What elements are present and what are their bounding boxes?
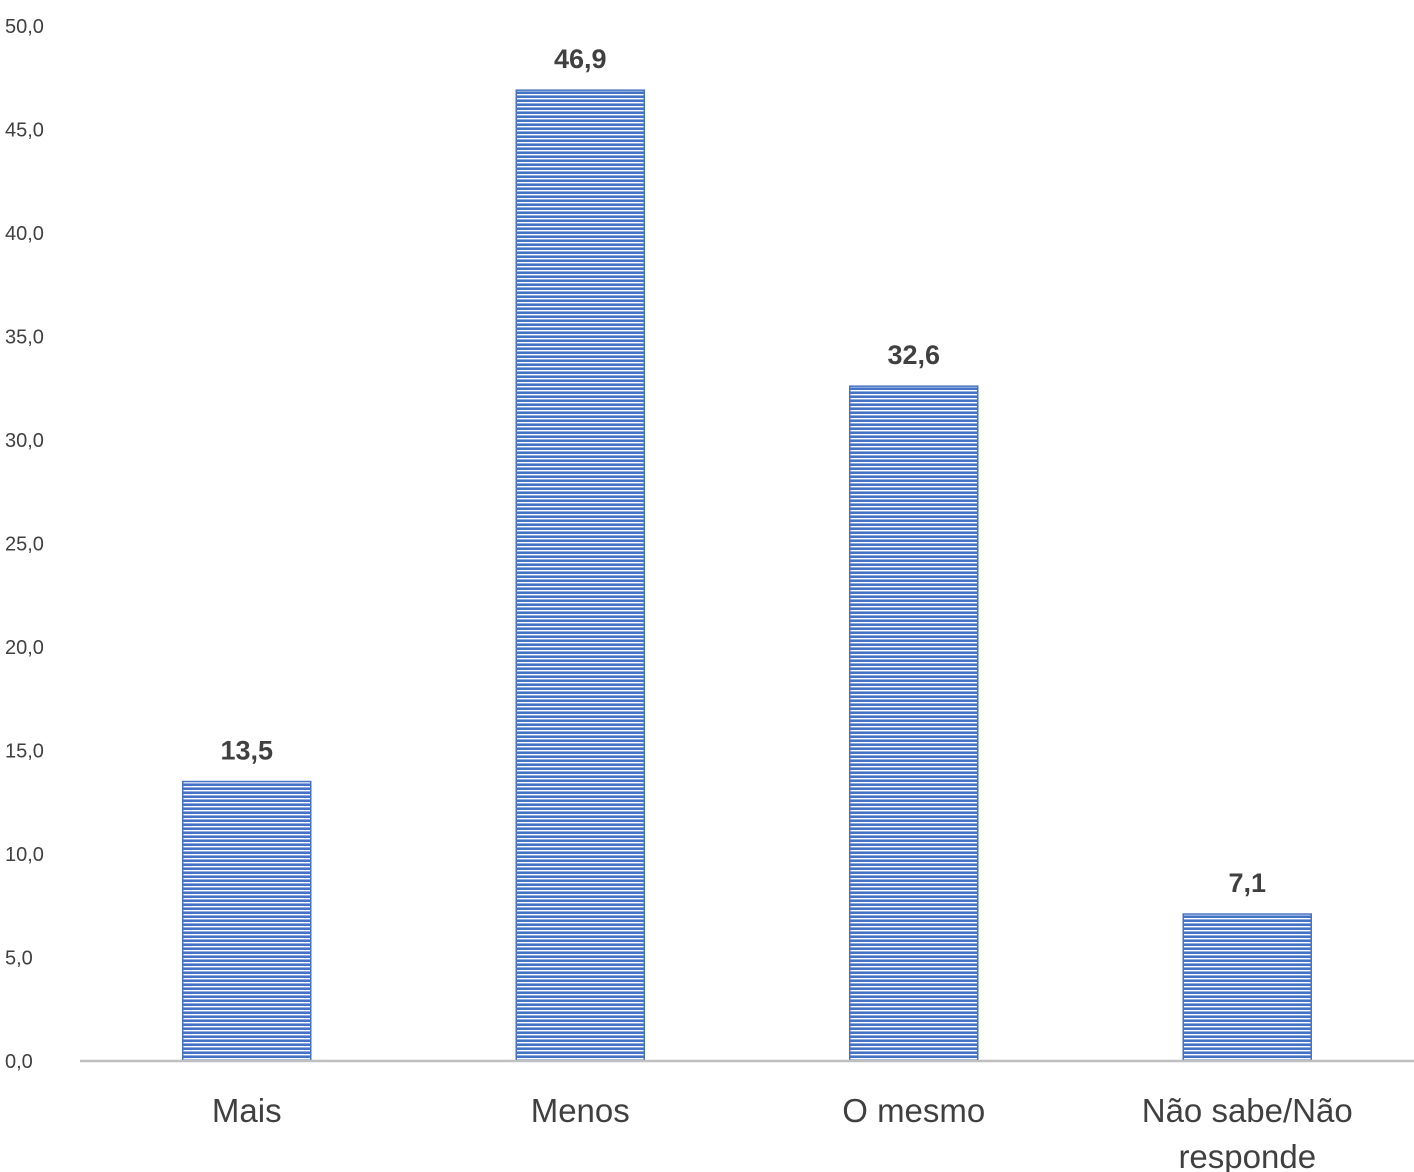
y-tick-label: 30,0	[5, 430, 44, 452]
y-tick-label: 45,0	[5, 120, 44, 142]
y-tick-label: 10,0	[5, 844, 44, 866]
x-category-label: Não sabe/Não	[1142, 1092, 1353, 1129]
y-axis: 0,0 5,0 10,0 15,0 20,0 25,0 30,0 35,0 40,0 45,0 50…	[5, 16, 44, 1073]
bar	[849, 385, 979, 1062]
y-tick-label: 20,0	[5, 637, 44, 659]
bars: 13,5 46,9 32,6 7,1	[182, 44, 1312, 1062]
x-category-label: responde	[1178, 1138, 1316, 1172]
data-label: 7,1	[1228, 868, 1266, 898]
bar	[1182, 913, 1312, 1062]
category-labels: Mais Menos O mesmo Não sabe/Não responde	[212, 1092, 1353, 1172]
x-category-label: Menos	[531, 1092, 630, 1129]
data-label: 32,6	[887, 340, 940, 370]
y-tick-label: 50,0	[5, 16, 44, 38]
y-tick-label: 15,0	[5, 741, 44, 763]
data-label: 13,5	[220, 736, 273, 766]
x-category-label: Mais	[212, 1092, 282, 1129]
y-tick-label: 25,0	[5, 534, 44, 556]
bar	[515, 89, 645, 1062]
y-tick-label: 0,0	[5, 1051, 33, 1073]
y-tick-label: 5,0	[5, 948, 33, 970]
x-category-label: O mesmo	[842, 1092, 985, 1129]
y-tick-label: 40,0	[5, 223, 44, 245]
y-tick-label: 35,0	[5, 327, 44, 349]
data-label: 46,9	[554, 44, 607, 74]
bar	[182, 780, 312, 1062]
